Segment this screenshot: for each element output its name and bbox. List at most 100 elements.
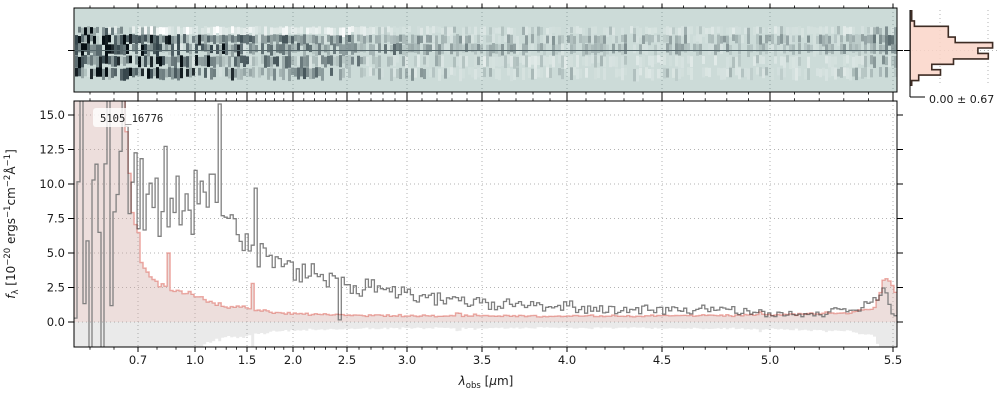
spec2d-noise-col	[105, 56, 108, 64]
spec2d-noise-col	[678, 35, 681, 46]
spec2d-noise-col	[111, 44, 114, 54]
spec2d-noise-col	[651, 27, 654, 35]
spec2d-noise-col	[216, 44, 219, 55]
spec2d-noise-col	[261, 34, 264, 45]
spec2d-noise-col	[636, 26, 639, 36]
spec2d-noise-col	[495, 56, 498, 67]
spec2d-noise-col	[333, 56, 336, 66]
spec2d-noise-col	[609, 56, 612, 68]
spec2d-noise-col	[201, 34, 204, 42]
spec2d-noise-col	[258, 26, 261, 33]
spec2d-noise-col	[153, 67, 156, 77]
spec2d-noise-col	[498, 27, 501, 34]
spec2d-noise-col	[783, 44, 786, 54]
spec2d-noise-col	[624, 43, 627, 55]
spec2d-noise-col	[177, 68, 180, 81]
spec2d-noise-col	[414, 68, 417, 78]
spec2d-noise-col	[807, 44, 810, 53]
spec2d-noise-col	[687, 43, 690, 52]
spec2d-noise-col	[327, 55, 330, 65]
spec2d-noise-col	[729, 44, 732, 55]
spec2d-noise-col	[498, 68, 501, 81]
spec2d-noise-col	[270, 56, 273, 67]
spec2d-noise-col	[393, 35, 396, 45]
spec2d-noise-col	[753, 56, 756, 66]
spec2d-noise-col	[702, 55, 705, 64]
spec2d-noise-col	[798, 35, 801, 43]
spec2d-noise-col	[150, 68, 153, 79]
spec2d-noise-col	[345, 68, 348, 78]
spec2d-noise-col	[504, 35, 507, 43]
spec2d-noise-col	[207, 55, 210, 67]
spec2d-noise-col	[411, 68, 414, 81]
spec2d-noise-col	[597, 67, 600, 79]
spec2d-noise-col	[477, 67, 480, 78]
spec2d-noise-col	[198, 67, 201, 76]
spec2d-noise-col	[339, 43, 342, 54]
spec2d-noise-col	[414, 43, 417, 53]
spec2d-noise-col	[426, 26, 429, 36]
spec2d-noise-col	[129, 44, 132, 53]
spec2d-noise-col	[99, 67, 102, 77]
spec2d-noise-col	[78, 26, 81, 33]
x-tick-label: 5.0	[761, 353, 779, 367]
spec2d-noise-col	[375, 26, 378, 36]
spec2d-noise-col	[831, 67, 834, 77]
spec2d-noise-col	[465, 35, 468, 45]
spec2d-noise-col	[183, 27, 186, 36]
spec2d-noise-col	[411, 43, 414, 53]
spec2d-noise-col	[93, 27, 96, 38]
spec2d-noise-col	[876, 26, 879, 35]
spec2d-noise-col	[171, 26, 174, 37]
spec2d-noise-col	[318, 26, 321, 34]
spec2d-noise-col	[192, 67, 195, 76]
spec2d-noise-col	[141, 56, 144, 67]
spec2d-noise-col	[294, 27, 297, 35]
spec2d-noise-col	[243, 27, 246, 38]
axis-label-part: Å	[3, 166, 18, 175]
spec2d-noise-col	[408, 26, 411, 33]
spec2d-noise-col	[582, 56, 585, 66]
spec2d-noise-col	[222, 43, 225, 54]
spec2d-noise-col	[183, 34, 186, 44]
spec2d-noise-col	[588, 35, 591, 43]
spec2d-noise-col	[393, 26, 396, 33]
x-tick-label: 1.0	[186, 353, 204, 367]
spec2d-noise-col	[531, 55, 534, 65]
spec2d-noise-col	[522, 43, 525, 56]
spec2d-noise-col	[666, 34, 669, 43]
spec2d-noise-col	[606, 44, 609, 55]
spec2d-noise-col	[462, 68, 465, 79]
spec2d-noise-col	[420, 35, 423, 43]
spec2d-noise-col	[282, 35, 285, 46]
spec2d-noise-col	[111, 27, 114, 36]
spec2d-noise-col	[255, 34, 258, 44]
spec2d-noise-col	[822, 27, 825, 35]
spec2d-noise-col	[159, 34, 162, 45]
spec2d-noise-col	[402, 26, 405, 34]
spec2d-noise-col	[594, 26, 597, 34]
spec2d-noise-col	[195, 26, 198, 36]
spec2d-noise-col	[333, 35, 336, 43]
spec2d-noise-col	[195, 35, 198, 45]
spec2d-noise-col	[150, 43, 153, 52]
spec2d-noise-col	[177, 34, 180, 45]
y-tick-label: 7.5	[47, 212, 65, 226]
spec2d-noise-col	[567, 26, 570, 37]
spec2d-noise-col	[192, 56, 195, 70]
spec2d-noise-col	[624, 67, 627, 76]
spec2d-noise-col	[525, 35, 528, 45]
spec2d-noise-col	[477, 43, 480, 52]
spec2d-noise-col	[330, 27, 333, 37]
spec2d-noise-col	[303, 56, 306, 67]
spec2d-noise-col	[762, 56, 765, 65]
spec2d-noise-col	[147, 68, 150, 79]
main-background	[74, 101, 897, 347]
spec2d-noise-col	[525, 44, 528, 53]
spec2d-noise-col	[828, 67, 831, 78]
spec2d-noise-col	[174, 56, 177, 69]
spec2d-noise-col	[549, 27, 552, 36]
spec2d-noise-col	[156, 35, 159, 46]
spec2d-noise-col	[546, 67, 549, 78]
spec2d-noise-col	[117, 27, 120, 35]
